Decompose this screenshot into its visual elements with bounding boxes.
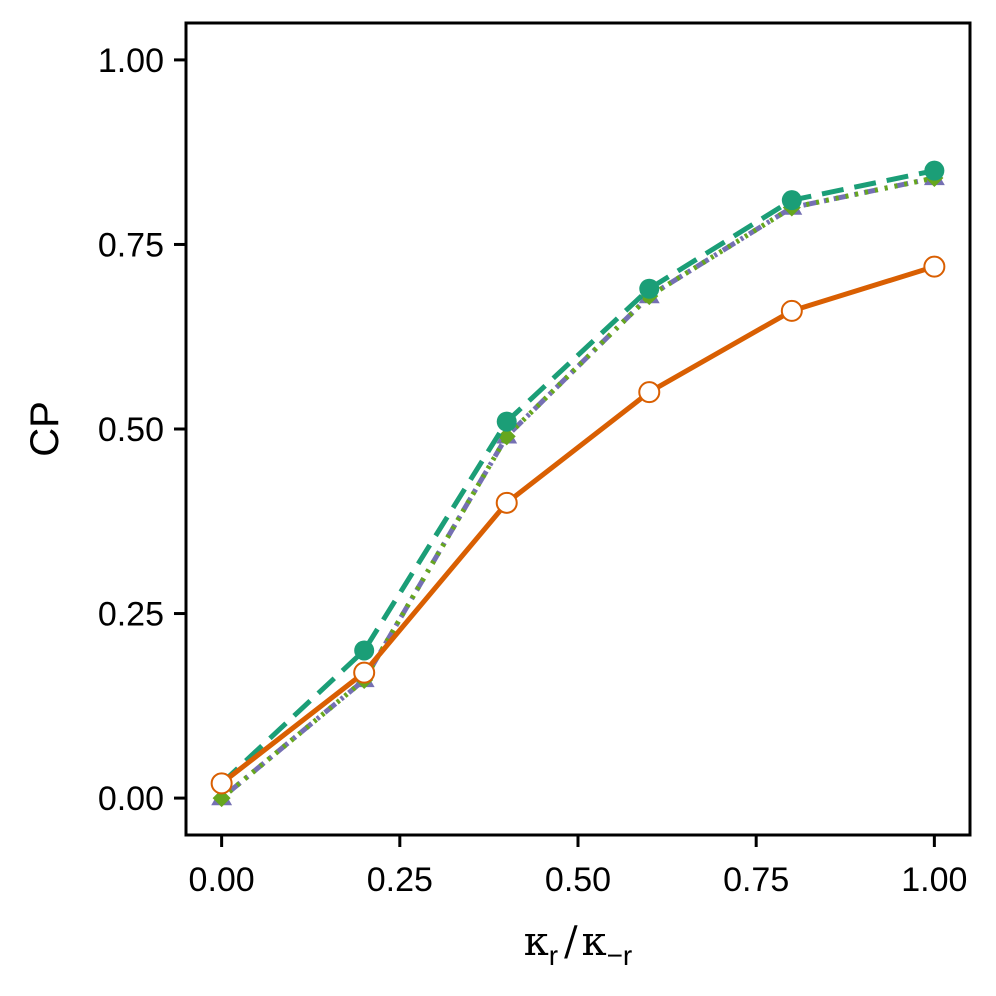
data-point bbox=[781, 190, 802, 211]
x-axis-tick-label: 0.25 bbox=[367, 861, 433, 899]
data-point bbox=[497, 427, 516, 446]
series-layer bbox=[210, 160, 946, 808]
x-axis-tick-label: 0.50 bbox=[545, 861, 611, 899]
x-axis-tick-label: 0.00 bbox=[189, 861, 255, 899]
y-axis-tick-label: 0.50 bbox=[98, 411, 164, 449]
data-point bbox=[496, 411, 517, 432]
data-point bbox=[210, 772, 233, 795]
plot-frame bbox=[184, 21, 972, 837]
data-point bbox=[495, 491, 518, 514]
data-point bbox=[639, 278, 660, 299]
x-axis-title-slash: / bbox=[564, 919, 578, 965]
data-point bbox=[780, 299, 803, 322]
series-orange-solid-line bbox=[220, 264, 936, 786]
data-point bbox=[212, 789, 231, 808]
x-axis-title: κr / κ−r bbox=[524, 919, 633, 971]
series-purple-dotdash bbox=[211, 167, 945, 806]
x-axis-title-kappa-2: κ bbox=[582, 919, 607, 965]
y-axis-tick-label: 1.00 bbox=[98, 42, 164, 80]
x-axis-title-sub-r: r bbox=[549, 940, 558, 971]
series-green-dotted bbox=[212, 169, 944, 808]
series-teal-dashed bbox=[211, 160, 945, 794]
data-point bbox=[353, 661, 376, 684]
data-point bbox=[923, 255, 946, 278]
series-green-dotted-line bbox=[220, 175, 935, 801]
x-axis-tick-label: 0.75 bbox=[723, 861, 789, 899]
data-point bbox=[924, 160, 945, 181]
y-axis-tick-label: 0.75 bbox=[98, 226, 164, 264]
data-point bbox=[354, 640, 375, 661]
series-orange-solid bbox=[210, 255, 946, 795]
y-axis-tick-label: 0.00 bbox=[98, 780, 164, 818]
series-teal-dashed-line bbox=[219, 168, 935, 786]
x-axis-title-kappa: κ bbox=[524, 919, 549, 965]
x-axis-tick-label: 1.00 bbox=[901, 861, 967, 899]
x-axis-title-sub-minus-r: −r bbox=[607, 940, 633, 971]
y-axis-tick-label: 0.25 bbox=[98, 596, 164, 634]
data-point bbox=[638, 381, 661, 404]
series-purple-dotdash-line bbox=[220, 175, 935, 801]
axes-layer: 0.00 0.25 0.50 0.75 1.00 0.00 0.25 0.50 0.75 1.00 bbox=[98, 42, 968, 899]
y-axis-title: CP bbox=[23, 401, 67, 457]
